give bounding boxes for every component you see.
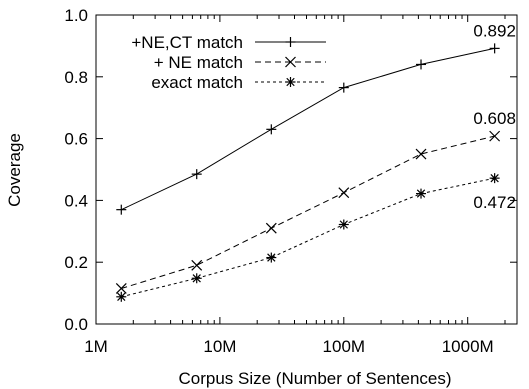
y-tick-label: 1.0 (64, 6, 88, 25)
data-point (116, 291, 127, 302)
marker-stroke (285, 56, 296, 68)
legend-label: +NE,CT match (131, 33, 243, 52)
data-point (265, 222, 277, 234)
marker-stroke (490, 173, 499, 183)
data-label: 0.892 (473, 21, 516, 40)
data-point (489, 130, 501, 142)
data-point (416, 188, 427, 199)
data-point (338, 82, 349, 93)
marker-stroke (192, 274, 201, 283)
series-line-2 (121, 135, 495, 289)
x-tick-label: 10M (203, 337, 236, 356)
data-point (489, 173, 500, 184)
data-point (191, 273, 202, 284)
marker-stroke (265, 222, 277, 234)
x-tick-label: 1M (84, 337, 108, 356)
data-point (266, 124, 277, 135)
y-tick-label: 0.6 (64, 130, 88, 149)
legend-marker (285, 37, 296, 47)
series-line-1 (121, 47, 495, 211)
marker-stroke (115, 283, 127, 294)
y-tick-label: 0.4 (64, 191, 88, 210)
marker-stroke (117, 292, 126, 301)
marker-stroke (191, 259, 203, 271)
y-tick-label: 0.8 (64, 68, 88, 87)
marker-stroke (286, 77, 295, 87)
marker-stroke (416, 189, 426, 198)
marker-stroke (267, 253, 276, 262)
data-point (338, 187, 350, 199)
data-point (115, 283, 127, 294)
legend-label: exact match (151, 73, 243, 92)
legend-marker (285, 56, 296, 68)
x-tick-label: 100M (323, 337, 366, 356)
data-point (191, 169, 202, 180)
y-axis-label: Coverage (5, 133, 24, 207)
data-point (338, 219, 349, 230)
series-line-3 (121, 177, 495, 298)
marker-stroke (339, 220, 348, 229)
marker-stroke (338, 187, 350, 199)
legend-label: + NE match (154, 53, 243, 72)
x-tick-label: 1000M (442, 337, 494, 356)
data-point (191, 259, 203, 271)
data-point (415, 148, 427, 160)
y-tick-label: 0.2 (64, 253, 88, 272)
x-axis-label: Corpus Size (Number of Sentences) (178, 369, 451, 388)
data-label: 0.608 (473, 109, 516, 128)
data-label: 0.472 (473, 193, 516, 212)
data-point (266, 252, 277, 263)
marker-stroke (489, 130, 501, 142)
legend-marker (285, 77, 296, 87)
annotations: 0.892 0.608 0.472 (473, 21, 516, 212)
data-point (489, 43, 500, 54)
series-layer (115, 43, 501, 302)
y-tick-label: 0.0 (64, 315, 88, 334)
marker-stroke (415, 148, 427, 160)
y-ticks: 0.0 0.2 0.4 0.6 0.8 1.0 (64, 6, 517, 334)
data-point (116, 204, 127, 215)
data-point (416, 59, 427, 70)
x-ticks: 1M 10M 100M 1000M (84, 15, 506, 356)
